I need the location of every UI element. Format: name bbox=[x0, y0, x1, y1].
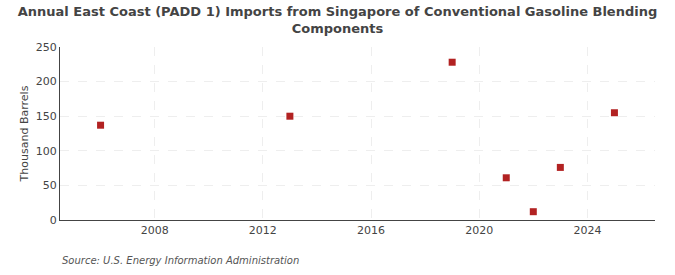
svg-text:250: 250 bbox=[36, 41, 57, 54]
svg-text:2008: 2008 bbox=[141, 224, 169, 237]
svg-text:50: 50 bbox=[43, 179, 57, 192]
svg-text:Annual East Coast (PADD 1) Imp: Annual East Coast (PADD 1) Imports from … bbox=[18, 4, 658, 36]
svg-text:2024: 2024 bbox=[573, 224, 601, 237]
svg-text:2016: 2016 bbox=[357, 224, 385, 237]
svg-text:Thousand Barrels: Thousand Barrels bbox=[18, 85, 31, 182]
svg-text:150: 150 bbox=[36, 110, 57, 123]
svg-text:200: 200 bbox=[36, 75, 57, 88]
svg-text:Source: U.S. Energy Informatio: Source: U.S. Energy Information Administ… bbox=[62, 255, 299, 266]
svg-text:2012: 2012 bbox=[249, 224, 277, 237]
svg-text:0: 0 bbox=[50, 214, 57, 227]
svg-text:100: 100 bbox=[36, 145, 57, 158]
svg-text:2020: 2020 bbox=[465, 224, 493, 237]
